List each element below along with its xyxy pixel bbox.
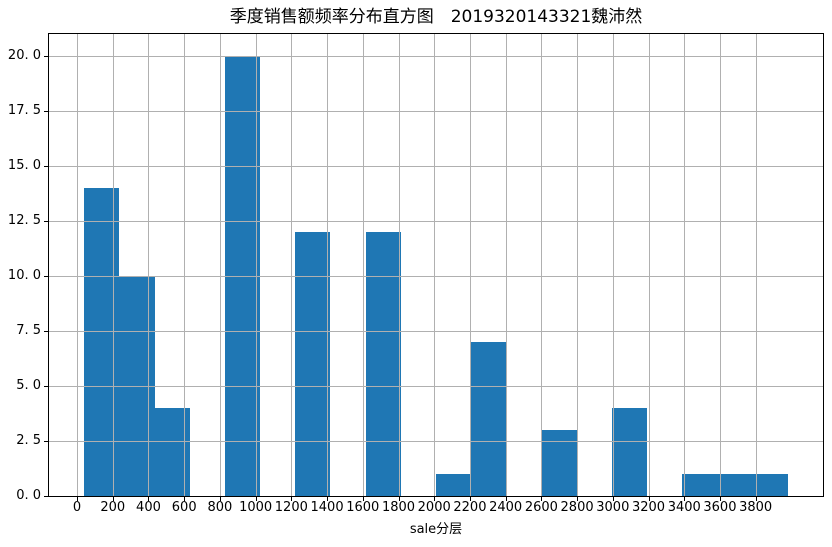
x-tick-mark	[612, 497, 614, 501]
x-tick-label: 3800	[739, 500, 773, 515]
x-gridline	[327, 34, 329, 496]
y-tick-mark	[44, 386, 48, 387]
x-tick-label: 1200	[274, 500, 308, 515]
y-tick-mark	[44, 166, 48, 167]
histogram-bar	[154, 408, 190, 496]
x-tick-label: 3600	[703, 500, 737, 515]
x-gridline	[505, 34, 507, 496]
y-tick-label: 20. 0	[7, 48, 41, 63]
grid-layer	[49, 34, 823, 496]
x-tick-mark	[684, 497, 686, 501]
x-tick-label: 3400	[667, 500, 701, 515]
histogram-bar	[682, 474, 718, 496]
x-gridline	[434, 34, 436, 496]
y-tick-label: 5. 0	[16, 378, 41, 393]
x-tick-mark	[505, 497, 507, 501]
y-gridline	[49, 56, 823, 57]
x-axis-label: sale分层	[409, 522, 463, 537]
y-tick-label: 0. 0	[16, 488, 41, 503]
x-gridline	[112, 34, 114, 496]
x-tick-label: 1600	[346, 500, 380, 515]
y-tick-label: 2. 5	[16, 433, 41, 448]
x-gridline	[184, 34, 186, 496]
y-tick-mark	[44, 441, 48, 442]
x-tick-mark	[327, 497, 329, 501]
x-tick-mark	[434, 497, 436, 501]
x-gridline	[755, 34, 757, 496]
x-tick-label: 2800	[560, 500, 594, 515]
x-gridline	[291, 34, 293, 496]
x-tick-label: 600	[171, 500, 197, 515]
x-tick-mark	[469, 497, 471, 501]
x-tick-label: 2600	[524, 500, 558, 515]
x-gridline	[77, 34, 79, 496]
x-gridline	[684, 34, 686, 496]
x-tick-mark	[577, 497, 579, 501]
x-tick-label: 2200	[453, 500, 487, 515]
x-tick-label: 2400	[489, 500, 523, 515]
histogram-bar	[436, 474, 472, 496]
x-gridline	[648, 34, 650, 496]
x-gridline	[148, 34, 150, 496]
y-gridline	[49, 111, 823, 112]
y-tick-mark	[44, 331, 48, 332]
x-tick-label: 0	[72, 500, 82, 515]
x-gridline	[469, 34, 471, 496]
y-tick-mark	[44, 221, 48, 222]
x-tick-mark	[184, 497, 186, 501]
x-tick-label: 2000	[417, 500, 451, 515]
y-gridline	[49, 386, 823, 387]
x-tick-label: 3000	[596, 500, 630, 515]
x-gridline	[719, 34, 721, 496]
x-tick-mark	[398, 497, 400, 501]
x-tick-mark	[255, 497, 257, 501]
x-gridline	[612, 34, 614, 496]
x-gridline	[255, 34, 257, 496]
y-gridline	[49, 441, 823, 442]
x-tick-label: 400	[136, 500, 161, 515]
plot-area	[48, 33, 824, 497]
x-tick-mark	[148, 497, 150, 501]
y-gridline	[49, 221, 823, 222]
y-tick-label: 12. 5	[7, 213, 41, 228]
x-tick-mark	[362, 497, 364, 501]
y-tick-label: 7. 5	[16, 323, 41, 338]
x-gridline	[398, 34, 400, 496]
y-tick-mark	[44, 496, 48, 497]
histogram-bar	[717, 474, 753, 496]
x-tick-label: 1400	[310, 500, 344, 515]
x-tick-label: 200	[100, 500, 126, 515]
x-tick-label: 1000	[239, 500, 273, 515]
y-gridline	[49, 166, 823, 167]
x-tick-mark	[719, 497, 721, 501]
x-tick-mark	[755, 497, 757, 501]
y-gridline	[49, 276, 823, 277]
chart-title: 季度销售额频率分布直方图 2019320143321魏沛然	[229, 7, 643, 27]
x-tick-mark	[648, 497, 650, 501]
y-tick-mark	[44, 111, 48, 112]
x-gridline	[541, 34, 543, 496]
y-tick-label: 10. 0	[7, 268, 41, 283]
y-tick-label: 17. 5	[7, 103, 41, 118]
x-tick-label: 3200	[631, 500, 666, 515]
y-tick-mark	[44, 56, 48, 57]
y-tick-mark	[44, 276, 48, 277]
x-tick-label: 800	[207, 500, 233, 515]
histogram-bar	[611, 408, 648, 496]
y-tick-label: 15. 0	[7, 158, 41, 173]
histogram-bar	[471, 342, 507, 496]
x-tick-label: 1800	[381, 500, 416, 515]
histogram-bar	[752, 474, 788, 496]
x-tick-mark	[77, 497, 79, 501]
x-tick-mark	[112, 497, 114, 501]
x-gridline	[219, 34, 221, 496]
x-tick-mark	[291, 497, 293, 501]
x-tick-mark	[541, 497, 543, 501]
x-gridline	[577, 34, 579, 496]
y-gridline	[49, 331, 823, 332]
x-tick-mark	[219, 497, 221, 501]
x-gridline	[362, 34, 364, 496]
